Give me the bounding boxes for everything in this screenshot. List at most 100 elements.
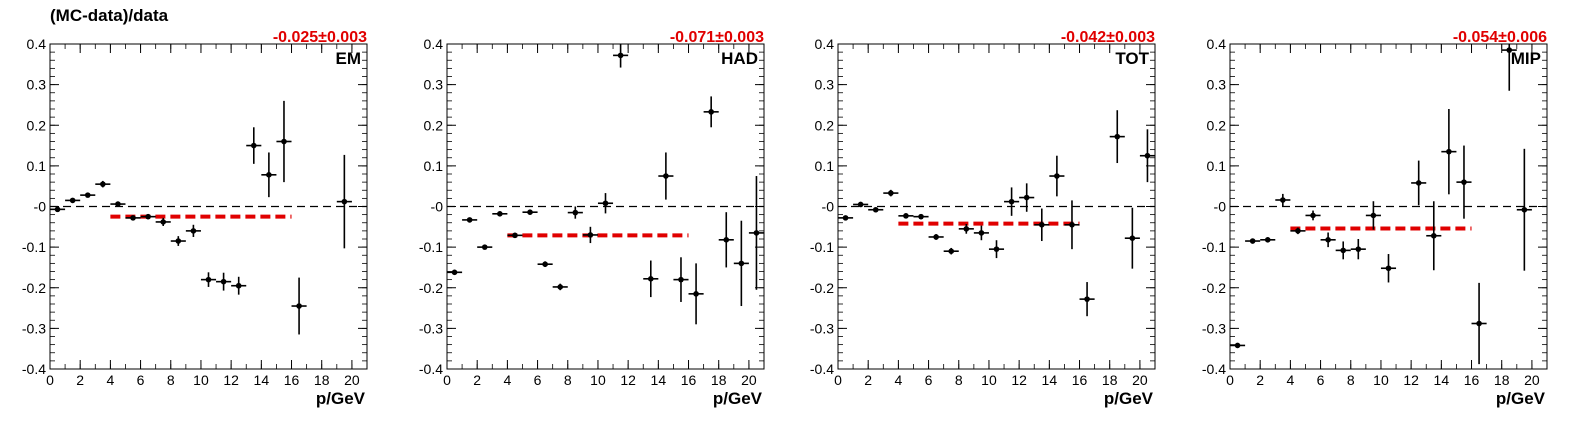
data-point [567, 206, 583, 219]
data-point [673, 257, 689, 302]
data-point [838, 215, 854, 221]
data-point [185, 224, 201, 237]
data-point [50, 206, 66, 213]
data-point [231, 276, 247, 295]
data-point [1516, 148, 1532, 271]
x-tick-label: 6 [925, 372, 933, 388]
marker [160, 219, 167, 225]
data-point [507, 232, 523, 239]
marker [1038, 221, 1045, 228]
marker [647, 276, 654, 282]
x-tick-label: 0 [834, 372, 842, 388]
marker [572, 209, 579, 216]
y-tick-label: 0.4 [815, 36, 835, 52]
marker [1340, 247, 1347, 254]
data-point [1124, 207, 1140, 269]
marker [1325, 237, 1331, 243]
y-tick-label: -0.2 [810, 280, 834, 296]
marker [1144, 152, 1151, 159]
x-tick-label: 14 [1042, 372, 1058, 388]
data-point [613, 44, 629, 68]
y-tick-label: 0.4 [27, 36, 47, 52]
y-tick-label: -0.2 [22, 280, 46, 296]
x-tick-label: 18 [314, 372, 330, 388]
fit-result-label: -0.025±0.003 [273, 29, 367, 46]
y-tick-label: 0.1 [424, 158, 444, 174]
marker [1415, 180, 1422, 186]
data-point [110, 201, 126, 207]
y-tick-label: -0.3 [810, 320, 834, 336]
marker [663, 173, 669, 179]
marker [250, 142, 257, 149]
marker [1264, 237, 1271, 243]
y-tick-label: 0.3 [1207, 77, 1227, 93]
marker [693, 291, 699, 297]
x-tick-label: 2 [864, 372, 872, 388]
data-points [447, 44, 764, 325]
y-tick-label: 0.1 [27, 158, 47, 174]
marker [497, 211, 503, 217]
y-tick-label: -0.4 [1202, 361, 1226, 377]
marker [708, 109, 714, 115]
data-point [447, 269, 463, 276]
y-tick-label: -0 [822, 199, 835, 215]
marker [115, 201, 121, 207]
data-point [1350, 239, 1366, 260]
marker [1430, 232, 1437, 239]
marker [872, 206, 879, 213]
marker [1129, 235, 1136, 241]
data-point [336, 154, 352, 249]
panel-had: -0.4 -0.3 -0.2 -0.1 -0 0.1 0.2 0.3 0.4 0 2 4 6 8 10 12 1… [419, 29, 765, 408]
data-point [1079, 282, 1095, 317]
x-tick-label: 16 [681, 372, 697, 388]
data-point [1049, 155, 1065, 197]
marker [1295, 228, 1301, 234]
panel-label: EM [336, 49, 362, 68]
panel-tot: -0.4 -0.3 -0.2 -0.1 -0 0.1 0.2 0.3 0.4 0 2 4 6 8 10 12 1… [810, 29, 1156, 408]
data-points [838, 110, 1155, 317]
x-tick-label: 10 [1373, 372, 1389, 388]
marker [281, 138, 287, 145]
x-tick-label: 14 [651, 372, 667, 388]
x-tick-label: 8 [564, 372, 572, 388]
data-point [582, 226, 598, 244]
marker [130, 215, 136, 221]
data-point [733, 220, 749, 307]
data-point [492, 211, 508, 217]
marker [1054, 173, 1060, 179]
data-point [170, 236, 186, 246]
marker [918, 213, 924, 220]
data-point [1456, 145, 1472, 219]
marker [1461, 179, 1467, 185]
marker [1114, 133, 1121, 140]
data-point [1380, 254, 1397, 283]
data-points [1230, 44, 1532, 365]
data-point [703, 96, 719, 128]
data-point [898, 213, 914, 219]
data-point [95, 180, 111, 188]
data-point [1411, 160, 1427, 206]
x-tick-label: 4 [503, 372, 511, 388]
y-tick-label: 0.1 [815, 158, 835, 174]
marker [753, 230, 760, 236]
marker [1008, 198, 1015, 205]
marker [587, 232, 594, 238]
x-tick-label: 10 [193, 372, 209, 388]
marker [1385, 265, 1392, 272]
data-point [1245, 238, 1261, 244]
x-tick-label: 18 [711, 372, 727, 388]
marker [1069, 221, 1075, 228]
data-point [1320, 232, 1336, 248]
data-point [1365, 201, 1381, 230]
x-tick-label: 16 [284, 372, 300, 388]
marker [100, 181, 106, 187]
marker [1249, 238, 1256, 244]
y-tick-label: 0.2 [424, 117, 444, 133]
fit-result-label: -0.054±0.006 [1453, 29, 1547, 46]
x-tick-label: 20 [344, 372, 360, 388]
marker [190, 228, 197, 234]
marker [1446, 148, 1452, 155]
marker [888, 190, 894, 196]
x-tick-label: 12 [1403, 372, 1419, 388]
